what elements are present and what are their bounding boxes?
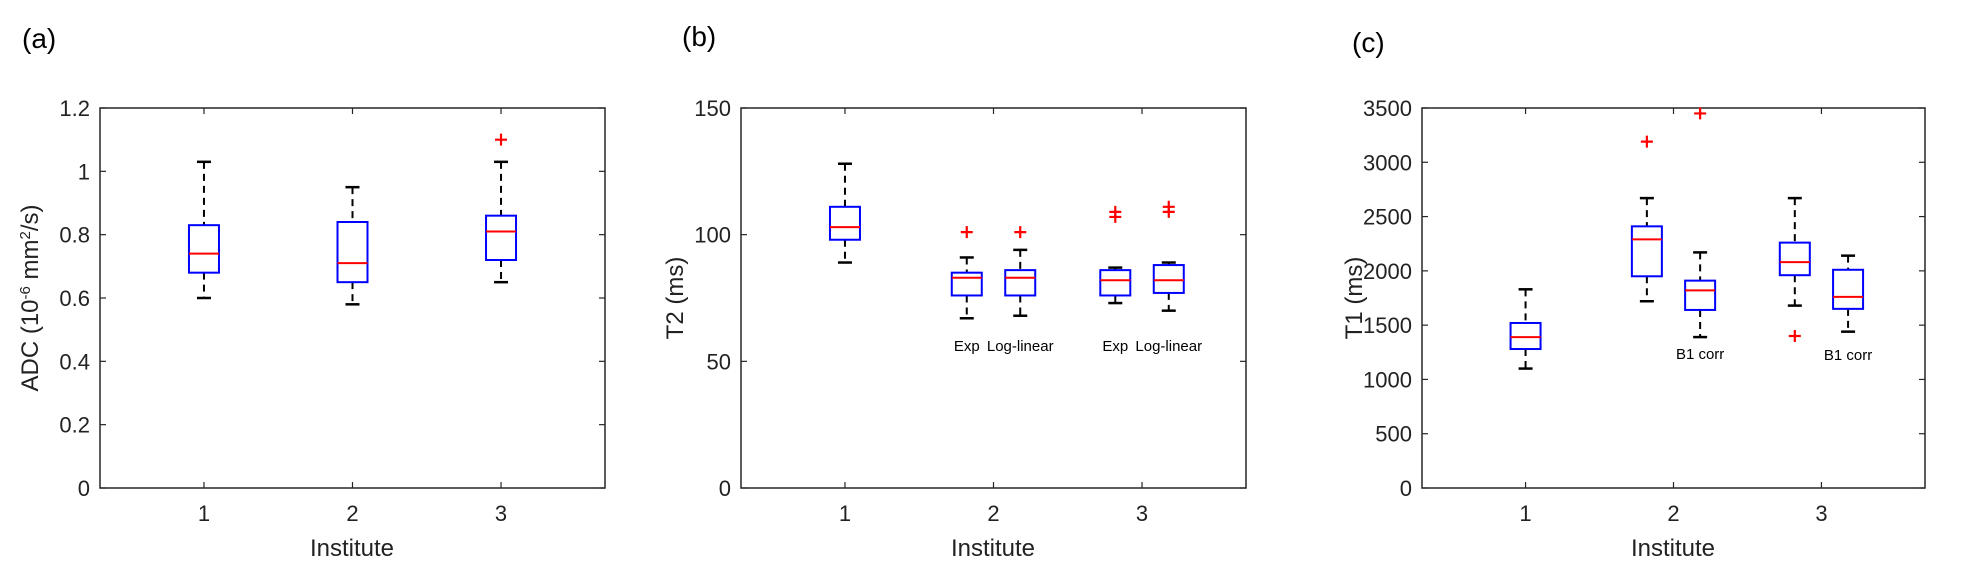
x-axis: 1 2 3: [1519, 108, 1828, 526]
box-group: [828, 162, 1185, 320]
box: [950, 271, 983, 297]
y-axis-title-exp1: -6: [17, 286, 34, 299]
panel-b: (b) 0 50 100 150 1 2 3 Exp Log-linear Exp Log-li…: [662, 21, 1247, 561]
y-tick-label: 0.8: [59, 223, 90, 248]
x-tick-label: 3: [1136, 501, 1148, 526]
x-axis-title: Institute: [951, 535, 1035, 561]
x-tick-label: 1: [198, 501, 210, 526]
box: [1778, 241, 1811, 277]
x-tick-label: 3: [495, 501, 507, 526]
y-tick-label: 0: [1400, 476, 1412, 501]
box-annotation: Log-linear: [987, 338, 1054, 355]
box-annotation: Exp: [954, 338, 980, 355]
outlier-marker: [1788, 330, 1801, 342]
y-tick-label: 2500: [1363, 205, 1412, 230]
box-annotation: B1 corr: [1676, 346, 1724, 363]
outlier-marker: [1014, 226, 1027, 239]
y-tick-label: 0.6: [59, 286, 90, 311]
outlier-marker: [1162, 200, 1175, 213]
box-annotation: B1 corr: [1824, 347, 1872, 364]
outlier-marker: [495, 133, 508, 146]
y-tick-label: 0: [78, 476, 90, 501]
y-axis-title: T2 (ms): [662, 257, 689, 340]
box: [485, 214, 518, 262]
box: [1099, 269, 1132, 297]
outlier-marker: [960, 226, 973, 239]
y-tick-label: 0.2: [59, 413, 90, 438]
box: [1152, 264, 1185, 294]
y-tick-label: 1: [78, 159, 90, 184]
y-axis: 0 500 1000 1500 2000 2500 3000 3500: [1363, 96, 1925, 501]
panel-label: (b): [682, 21, 716, 52]
box: [1684, 279, 1717, 311]
y-tick-label: 1.2: [59, 96, 90, 121]
y-axis-title: T1 (ms): [1341, 257, 1368, 340]
y-tick-label: 150: [694, 96, 731, 121]
y-axis-title-prefix: ADC (10: [17, 299, 44, 391]
y-axis-title: ADC (10-6 mm2/s): [17, 204, 45, 391]
box: [1509, 321, 1542, 351]
box: [336, 221, 369, 284]
y-tick-label: 3000: [1363, 150, 1412, 175]
y-tick-label: 0: [719, 476, 731, 501]
panel-label: (c): [1352, 27, 1385, 58]
x-tick-label: 2: [1667, 501, 1679, 526]
x-tick-label: 2: [987, 501, 999, 526]
box-group: [1509, 107, 1865, 370]
y-axis-title-mid: mm: [17, 239, 44, 286]
y-tick-label: 0.4: [59, 349, 90, 374]
annotation-group: Exp Log-linear Exp Log-linear: [954, 338, 1202, 355]
panel-c: (c) 0 500 1000 1500 2000 2500 3000 3500 1 2 3 B1 …: [1341, 27, 1926, 561]
plot-frame: [1421, 107, 1926, 489]
y-tick-label: 1500: [1363, 313, 1412, 338]
y-tick-label: 3500: [1363, 96, 1412, 121]
panel-a: (a) 0 0.2 0.4 0.6 0.8 1 1.2 1 2 3 Institute ADC …: [17, 23, 606, 561]
outlier-marker: [1109, 205, 1122, 218]
y-tick-label: 2000: [1363, 259, 1412, 284]
y-tick-label: 100: [694, 223, 731, 248]
box: [1832, 268, 1865, 310]
y-axis: 0 0.2 0.4 0.6 0.8 1 1.2: [59, 96, 605, 501]
panel-label: (a): [22, 23, 56, 54]
x-axis-title: Institute: [310, 535, 394, 561]
y-tick-label: 1000: [1363, 367, 1412, 392]
x-axis-title: Institute: [1631, 535, 1715, 561]
box: [828, 205, 861, 241]
box: [187, 224, 220, 274]
outlier-marker: [1694, 107, 1707, 120]
outlier-marker: [1640, 135, 1653, 148]
x-axis: 1 2 3: [198, 108, 507, 526]
box-annotation: Exp: [1102, 338, 1128, 355]
y-tick-label: 500: [1375, 422, 1412, 447]
x-tick-label: 2: [346, 501, 358, 526]
y-axis-title-exp2: 2: [17, 231, 34, 239]
x-tick-label: 1: [839, 501, 851, 526]
x-axis: 1 2 3: [839, 108, 1148, 526]
y-axis-title-suffix: /s): [17, 204, 44, 231]
box-group: [187, 133, 518, 306]
plot-frame: [740, 107, 1247, 489]
y-tick-label: 50: [707, 349, 731, 374]
box-annotation: Log-linear: [1135, 338, 1202, 355]
box: [1630, 225, 1663, 278]
y-axis: 0 50 100 150: [694, 96, 1246, 501]
annotation-group: B1 corr B1 corr: [1676, 346, 1872, 364]
x-tick-label: 1: [1519, 501, 1531, 526]
box: [1004, 269, 1037, 297]
x-tick-label: 3: [1815, 501, 1827, 526]
